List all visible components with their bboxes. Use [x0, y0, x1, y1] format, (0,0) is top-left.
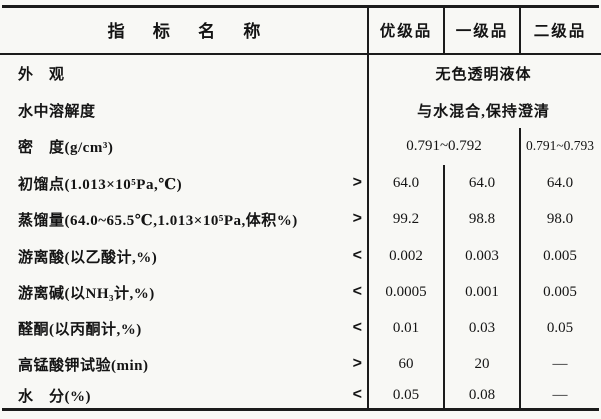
comparator-symbol: <: [352, 283, 362, 300]
row-label: 密 度(g/cm³): [18, 139, 114, 156]
column-divider-3-header: [519, 5, 521, 53]
comparator-symbol: >: [352, 355, 362, 372]
row-value-grades-1-2: 0.791~0.792: [406, 137, 482, 154]
row-value-grade-2: 64.0: [468, 174, 496, 191]
row-value-grade-1: 0.05: [392, 386, 420, 403]
table-row-distillation-volume: 蒸馏量(64.0~65.5℃,1.013×10⁵Pa,体积%) > 99.2 9…: [0, 201, 601, 237]
table-row-free-acid: 游离酸(以乙酸计,%) < 0.002 0.003 0.005: [0, 238, 601, 274]
comparator-symbol: <: [352, 247, 362, 264]
row-label: 醛酮(以丙酮计,%): [18, 321, 142, 338]
row-value-grade-2: 0.08: [468, 386, 496, 403]
row-value-grade-3: 0.005: [543, 247, 577, 264]
row-value-grade-2: 98.8: [468, 210, 496, 227]
row-value-grade-2: 0.003: [465, 247, 499, 264]
comparator-symbol: <: [352, 386, 362, 403]
comparator-symbol: >: [352, 210, 362, 227]
column-divider-2-header: [443, 5, 445, 53]
table-bottom-border: [2, 408, 599, 411]
row-value-grade-3: 0.005: [543, 283, 577, 300]
row-value-all-grades: 与水混合,保持澄清: [417, 103, 550, 120]
table-row-free-alkali: 游离碱(以NH₃计,%) < 0.0005 0.001 0.005: [0, 274, 601, 310]
header-grade-first: 一级品: [455, 22, 509, 40]
row-value-grade-2: 0.03: [468, 319, 496, 336]
header-grade-premium: 优级品: [379, 22, 433, 40]
row-value-grade-1: 60: [398, 355, 414, 372]
comparator-symbol: >: [352, 174, 362, 191]
header-grade-second: 二级品: [533, 22, 587, 40]
row-value-grade-1: 99.2: [392, 210, 420, 227]
header-separator-line: [0, 53, 601, 55]
row-label: 蒸馏量(64.0~65.5℃,1.013×10⁵Pa,体积%): [18, 212, 298, 229]
row-label: 游离碱(以NH₃计,%): [18, 285, 155, 302]
row-value-grade-3: 0.791~0.793: [525, 138, 595, 153]
row-value-grade-3: —: [552, 386, 568, 403]
table-row-permanganate-test: 高锰酸钾试验(min) > 60 20 —: [0, 346, 601, 382]
row-label: 高锰酸钾试验(min): [18, 357, 149, 374]
column-divider-2-body: [443, 165, 445, 408]
row-label: 外 观: [18, 66, 65, 83]
table-row-solubility: 水中溶解度 与水混合,保持澄清: [0, 92, 601, 128]
row-label: 初馏点(1.013×10⁵Pa,℃): [18, 176, 183, 193]
row-label: 游离酸(以乙酸计,%): [18, 249, 158, 266]
row-value-grade-2: 20: [474, 355, 490, 372]
row-value-grade-3: 64.0: [546, 174, 574, 191]
row-value-grade-3: 98.0: [546, 210, 574, 227]
row-label: 水中溶解度: [18, 103, 96, 120]
row-value-all-grades: 无色透明液体: [435, 66, 532, 83]
comparator-symbol: <: [352, 319, 362, 336]
row-label: 水 分(%): [18, 388, 91, 405]
table-row-density: 密 度(g/cm³) 0.791~0.792 0.791~0.793: [0, 128, 601, 164]
row-value-grade-1: 64.0: [392, 174, 420, 191]
row-value-grade-3: —: [552, 355, 568, 372]
table-row-aldehyde-ketone: 醛酮(以丙酮计,%) < 0.01 0.03 0.05: [0, 310, 601, 346]
row-value-grade-1: 0.002: [389, 247, 423, 264]
header-indicator-name: 指 标 名 称: [107, 22, 273, 41]
table-row-appearance: 外 观 无色透明液体: [0, 55, 601, 91]
row-value-grade-1: 0.0005: [385, 283, 427, 300]
row-value-grade-3: 0.05: [546, 319, 574, 336]
row-value-grade-1: 0.01: [392, 319, 420, 336]
table-row-moisture: 水 分(%) < 0.05 0.08 —: [0, 382, 601, 408]
table-top-border: [2, 5, 599, 8]
column-divider-main: [367, 5, 369, 411]
row-value-grade-2: 0.001: [465, 283, 499, 300]
table-row-initial-boiling-point: 初馏点(1.013×10⁵Pa,℃) > 64.0 64.0 64.0: [0, 165, 601, 201]
column-divider-3-body: [519, 128, 521, 408]
